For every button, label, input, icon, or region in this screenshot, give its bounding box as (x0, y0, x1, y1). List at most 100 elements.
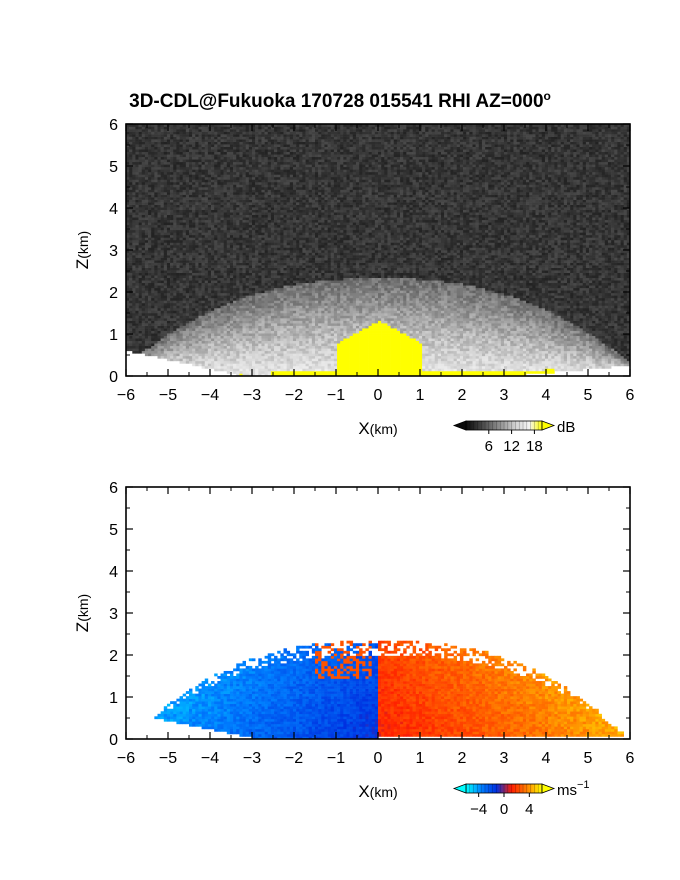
reflectivity-cell (236, 260, 240, 263)
reflectivity-cell (229, 272, 234, 276)
reflectivity-cell (160, 290, 165, 294)
reflectivity-cell (144, 302, 149, 306)
reflectivity-cell (283, 197, 287, 200)
reflectivity-cell (129, 192, 133, 195)
reflectivity-cell (229, 151, 234, 155)
reflectivity-cell (151, 237, 155, 241)
reflectivity-cell (223, 320, 228, 324)
reflectivity-cell (226, 139, 231, 142)
reflectivity-cell (239, 363, 243, 367)
reflectivity-cell (157, 136, 161, 140)
reflectivity-cell (185, 194, 190, 198)
reflectivity-cell (233, 161, 237, 165)
reflectivity-cell (207, 345, 212, 349)
reflectivity-cell (189, 307, 193, 311)
reflectivity-cell (211, 146, 215, 150)
reflectivity-cell (223, 144, 228, 147)
reflectivity-cell (220, 154, 224, 158)
reflectivity-cell (144, 353, 149, 357)
reflectivity-cell (233, 310, 237, 314)
reflectivity-cell (170, 176, 174, 180)
reflectivity-cell (207, 219, 212, 223)
reflectivity-cell (204, 338, 209, 342)
reflectivity-cell (160, 204, 165, 208)
reflectivity-cell (255, 353, 259, 357)
reflectivity-cell (192, 219, 196, 223)
reflectivity-cell (182, 131, 187, 135)
reflectivity-cell (157, 287, 161, 291)
reflectivity-cell (270, 360, 275, 364)
reflectivity-cell (182, 154, 187, 158)
reflectivity-cell (195, 181, 199, 185)
reflectivity-cell (138, 161, 143, 165)
reflectivity-cell (173, 333, 177, 336)
reflectivity-cell (207, 295, 212, 299)
reflectivity-cell (185, 146, 190, 150)
reflectivity-cell (185, 134, 190, 137)
reflectivity-cell (201, 247, 206, 251)
reflectivity-cell (242, 255, 246, 258)
reflectivity-cell (141, 134, 146, 137)
reflectivity-cell (220, 313, 224, 316)
reflectivity-cell (201, 242, 206, 246)
reflectivity-cell (198, 267, 202, 271)
reflectivity-cell (242, 277, 246, 281)
reflectivity-cell (252, 149, 256, 153)
reflectivity-cell (274, 181, 278, 185)
reflectivity-cell (226, 156, 231, 160)
reflectivity-cell (239, 262, 243, 266)
reflectivity-cell (245, 338, 250, 342)
reflectivity-cell (189, 353, 193, 357)
reflectivity-cell (236, 300, 240, 304)
reflectivity-cell (233, 184, 237, 188)
reflectivity-cell (148, 305, 152, 309)
reflectivity-cell (132, 275, 136, 279)
reflectivity-cell (185, 129, 190, 132)
reflectivity-cell (277, 156, 281, 160)
reflectivity-cell (170, 144, 174, 147)
reflectivity-cell (226, 247, 231, 251)
reflectivity-cell (176, 307, 180, 311)
reflectivity-cell (264, 275, 269, 279)
reflectivity-cell (141, 345, 146, 349)
reflectivity-cell (223, 250, 228, 253)
reflectivity-cell (233, 335, 237, 339)
reflectivity-cell (185, 333, 190, 336)
reflectivity-cell (129, 156, 133, 160)
reflectivity-cell (189, 174, 193, 178)
reflectivity-cell (242, 164, 246, 168)
reflectivity-cell (204, 247, 209, 251)
reflectivity-cell (245, 146, 250, 150)
reflectivity-cell (170, 338, 174, 342)
reflectivity-cell (189, 144, 193, 147)
reflectivity-cell (220, 197, 224, 200)
reflectivity-cell (135, 212, 139, 216)
reflectivity-cell (185, 350, 190, 354)
reflectivity-cell (252, 144, 256, 147)
reflectivity-cell (211, 194, 215, 198)
reflectivity-cell (189, 151, 193, 155)
reflectivity-cell (185, 184, 190, 188)
reflectivity-cell (220, 144, 224, 147)
reflectivity-cell (242, 305, 246, 309)
reflectivity-cell (233, 207, 237, 210)
reflectivity-cell (258, 171, 262, 175)
reflectivity-cell (214, 151, 218, 155)
reflectivity-cell (126, 222, 130, 226)
reflectivity-cell (195, 151, 199, 155)
reflectivity-cell (170, 280, 174, 284)
reflectivity-cell (192, 348, 196, 352)
reflectivity-cell (248, 171, 253, 175)
reflectivity-cell (151, 275, 155, 279)
reflectivity-cell (192, 232, 196, 236)
reflectivity-cell (248, 154, 253, 158)
reflectivity-cell (189, 328, 193, 331)
reflectivity-cell (148, 187, 152, 190)
reflectivity-cell (267, 247, 272, 251)
reflectivity-cell (267, 166, 272, 170)
reflectivity-cell (267, 159, 272, 163)
reflectivity-cell (151, 214, 155, 218)
reflectivity-cell (132, 292, 136, 296)
reflectivity-cell (214, 255, 218, 258)
reflectivity-cell (223, 161, 228, 165)
